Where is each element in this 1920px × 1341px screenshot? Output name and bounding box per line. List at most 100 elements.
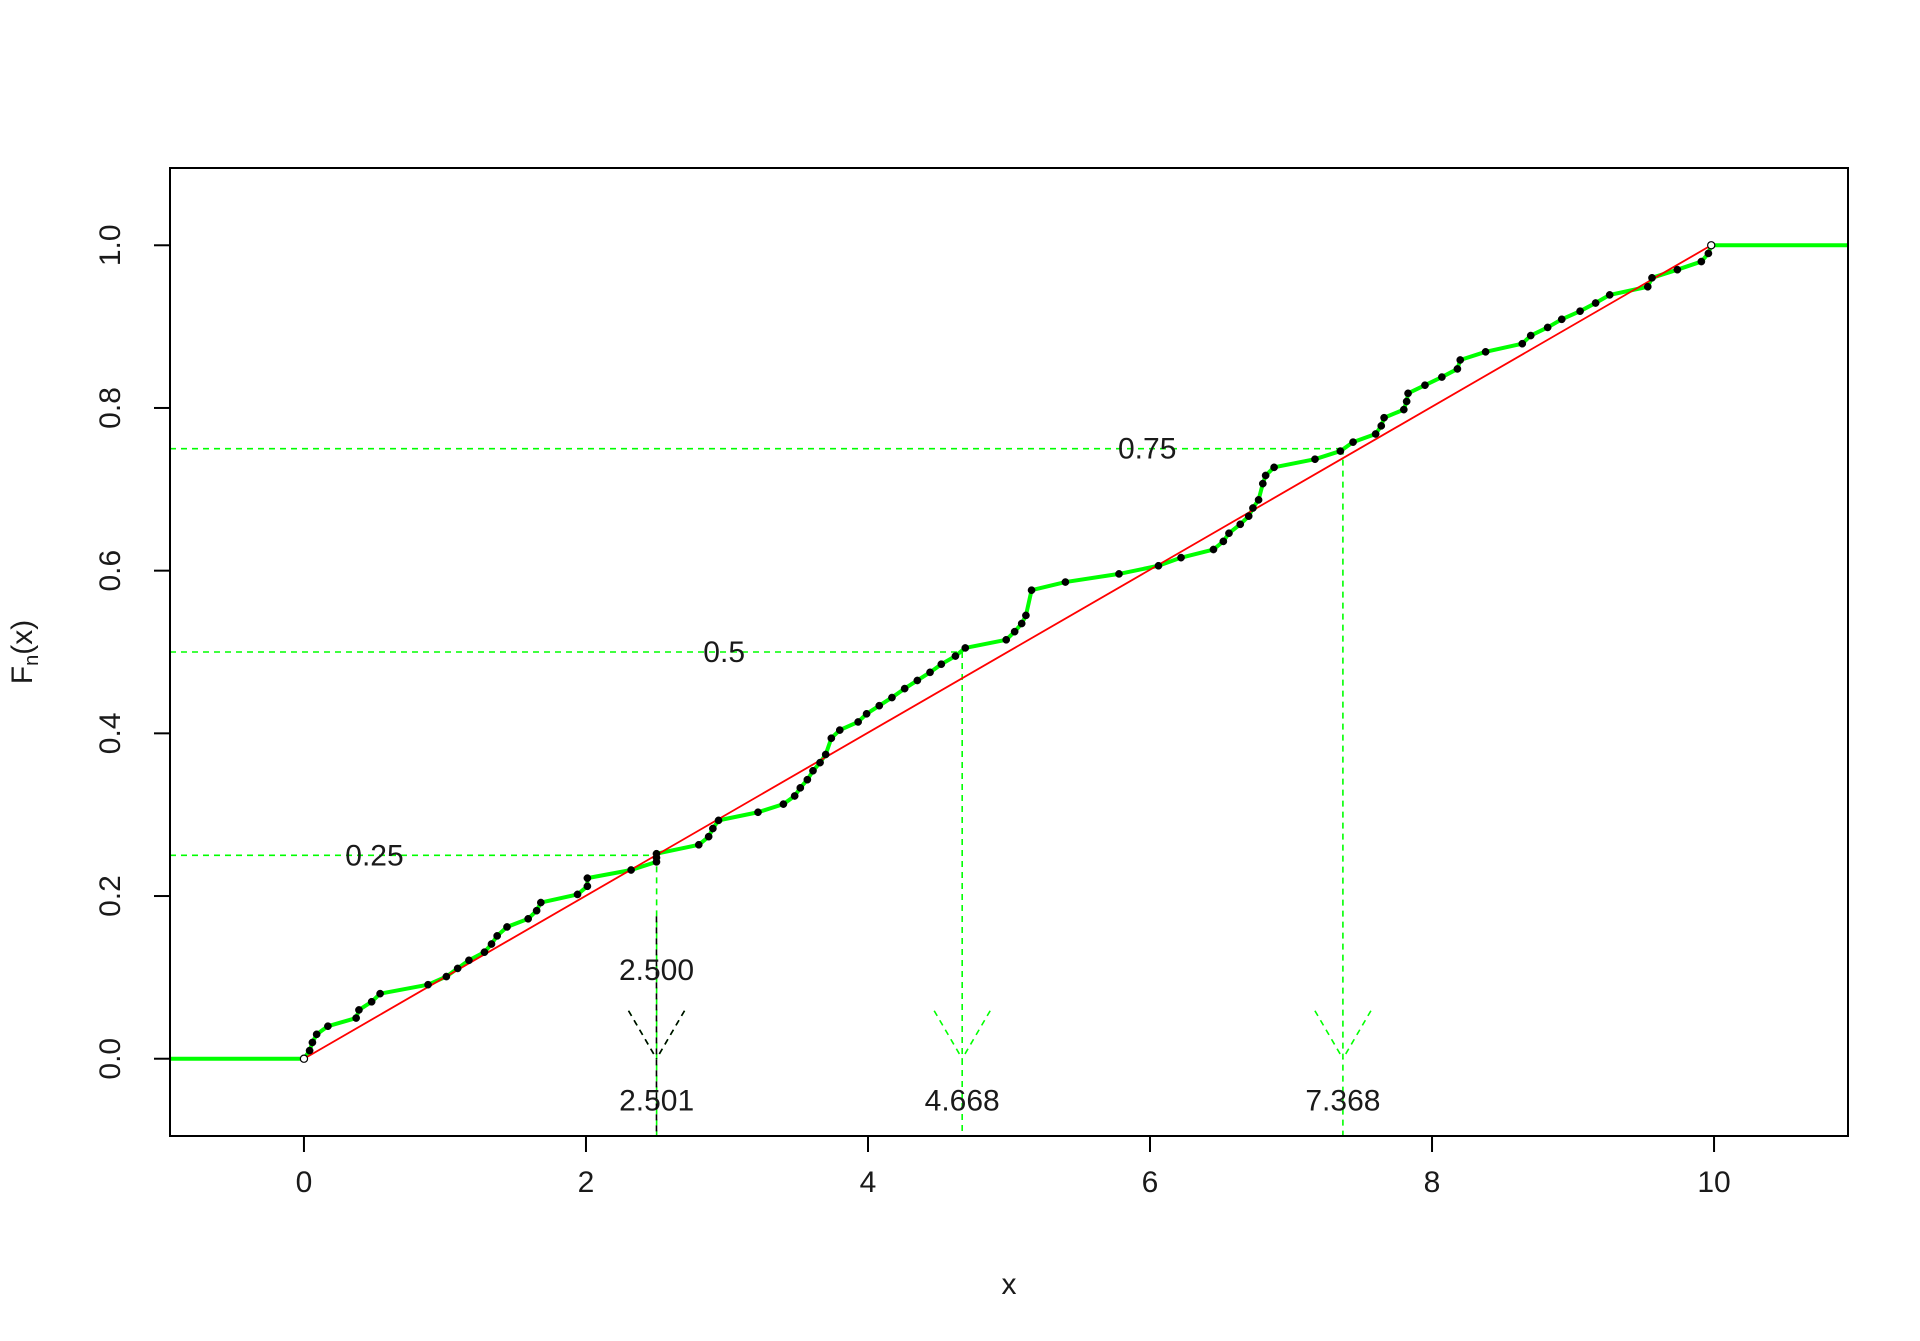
ecdf-point: [493, 932, 501, 940]
ecdf-point: [1249, 504, 1257, 512]
x-tick-label: 8: [1424, 1166, 1441, 1199]
ecdf-point: [1380, 413, 1388, 422]
ecdf-point: [367, 997, 376, 1006]
ecdf-point: [324, 1022, 332, 1031]
ecdf-point: [1010, 627, 1019, 636]
ecdf-point: [355, 1006, 363, 1014]
ecdf-point: [480, 948, 489, 957]
ecdf-point: [1115, 570, 1123, 578]
ecdf-point: [1456, 356, 1465, 364]
quantile-value-label: 2.501: [619, 1085, 694, 1118]
y-axis-label-main: F: [6, 666, 39, 684]
ecdf-point: [583, 882, 592, 891]
ecdf-point: [453, 964, 462, 973]
y-tick-label: 1.0: [94, 224, 127, 266]
ecdf-point: [652, 849, 661, 858]
ecdf-point: [537, 898, 545, 907]
ecdf-point: [583, 874, 592, 882]
ecdf-point: [1236, 520, 1245, 529]
ecdf-point: [1707, 241, 1716, 250]
ecdf-point: [1209, 545, 1218, 554]
x-tick-label: 2: [578, 1166, 595, 1199]
ecdf-point: [1402, 397, 1411, 406]
quantile-arrow-left: [933, 1010, 963, 1060]
ecdf-point: [821, 750, 830, 759]
ecdf-point: [1254, 496, 1263, 504]
ecdf-point: [1421, 381, 1429, 390]
ecdf-point: [854, 718, 862, 726]
ecdf-point: [1017, 619, 1026, 628]
ecdf-point: [1605, 291, 1614, 299]
reference-value-label: 2.500: [619, 954, 694, 987]
ecdf-point: [827, 734, 836, 743]
ecdf-point: [913, 676, 922, 685]
ecdf-point: [1481, 347, 1490, 356]
x-tick-label: 6: [1142, 1166, 1159, 1199]
ecdf-point: [888, 693, 896, 702]
ecdf-point: [951, 652, 960, 660]
ecdf-point: [1244, 512, 1253, 521]
ecdf-point: [1336, 447, 1345, 455]
ecdf-point: [926, 668, 934, 677]
ecdf-point: [352, 1014, 360, 1022]
ecdf-point: [1543, 323, 1552, 332]
ecdf-point: [1576, 307, 1584, 316]
ecdf-point: [694, 840, 703, 849]
ecdf-point: [1518, 339, 1527, 348]
ecdf-point: [790, 792, 799, 800]
ecdf-point: [308, 1038, 317, 1047]
y-axis: 0.0 0.2 0.4 0.6 0.8 1.0: [94, 224, 171, 1080]
ecdf-point: [1704, 249, 1713, 258]
ecdf-point: [1349, 438, 1357, 446]
ecdf-point: [709, 824, 717, 833]
quantile-level-label: 0.75: [1118, 433, 1176, 466]
quantile-arrow-right: [961, 1010, 991, 1060]
ecdf-point: [1258, 479, 1267, 488]
ecdf-point: [1643, 282, 1652, 291]
ecdf-point: [1673, 265, 1682, 274]
ecdf-point: [754, 808, 762, 817]
ecdf-point: [1399, 405, 1408, 414]
quantile-level-label: 0.25: [345, 839, 403, 872]
ecdf-point: [1261, 471, 1270, 480]
ecdf-point: [1377, 422, 1386, 430]
ecdf-point: [1697, 257, 1706, 266]
ecdf-point: [442, 972, 451, 981]
y-tick-label: 0.0: [94, 1038, 127, 1080]
quantile-value-label: 7.368: [1305, 1085, 1380, 1118]
ecdf-point: [1404, 389, 1412, 398]
quantile-level-label: 0.5: [703, 636, 745, 669]
ecdf-point: [796, 783, 805, 792]
ecdf-point: [465, 956, 473, 965]
ecdf-point: [487, 940, 496, 948]
y-axis-label-suffix: (x): [6, 620, 39, 655]
ecdf-point: [1557, 315, 1566, 324]
ecdf-point: [803, 775, 812, 784]
ecdf-point: [816, 758, 824, 767]
y-axis-label: Fn(x): [6, 620, 43, 684]
ecdf-point: [862, 709, 871, 718]
reference-arrow-right: [655, 1010, 686, 1060]
ecdf-point: [503, 923, 511, 931]
ecdf-point: [809, 766, 817, 775]
ecdf-point: [1225, 529, 1233, 538]
quantile-value-label: 4.668: [925, 1085, 1000, 1118]
ecdf-point: [524, 914, 533, 923]
ecdf-point: [627, 866, 635, 874]
y-tick-label: 0.4: [94, 712, 127, 754]
x-tick-label: 10: [1697, 1166, 1730, 1199]
ecdf-point: [961, 644, 970, 652]
ecdf-point: [835, 726, 844, 734]
ecdf-point: [1002, 635, 1011, 644]
ecdf-point: [1027, 586, 1036, 595]
ecdf-point: [1526, 331, 1535, 340]
ecdf-point: [1453, 365, 1462, 373]
ecdf-point: [1438, 373, 1446, 381]
plot-area: 0.25 2.501 0.5 4.668 0.75 7.368 2.500: [170, 241, 1848, 1136]
x-tick-label: 4: [860, 1166, 877, 1199]
ecdf-point: [424, 980, 432, 989]
ecdf-point: [1311, 455, 1319, 464]
ecdf-point: [299, 1054, 309, 1063]
quantile-arrow-right: [1342, 1010, 1372, 1060]
